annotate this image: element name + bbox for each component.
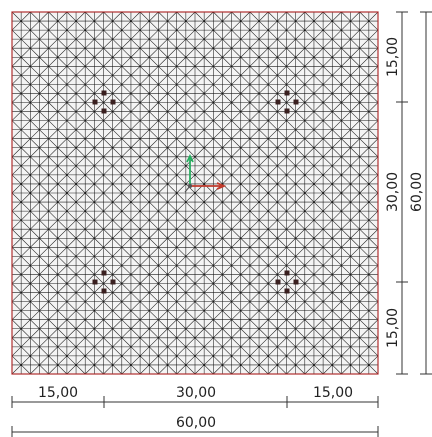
support-point	[101, 288, 107, 294]
support-point	[92, 99, 98, 105]
support-point	[101, 270, 107, 276]
support-point	[284, 270, 290, 276]
support-point	[110, 99, 116, 105]
support-node-icon	[92, 270, 116, 294]
bottom-dim-2: 30,00	[176, 385, 216, 401]
bottom-dim-total: 60,00	[176, 415, 216, 431]
right-dimension-chain: 15,00 30,00 15,00	[385, 11, 408, 375]
support-node-icon	[275, 90, 299, 114]
support-point	[293, 99, 299, 105]
right-total-dimension: 60,00	[409, 11, 432, 375]
axis-origin	[188, 184, 192, 188]
support-point	[284, 288, 290, 294]
right-dim-1: 15,00	[385, 37, 401, 77]
y-axis-arrowhead	[186, 153, 194, 163]
plate-edge	[11, 11, 379, 375]
support-point	[275, 99, 281, 105]
bottom-dim-1: 15,00	[38, 385, 78, 401]
mesh-element-lines	[11, 11, 379, 375]
support-point	[284, 90, 290, 96]
x-axis-arrowhead	[216, 182, 227, 190]
support-point	[293, 279, 299, 285]
support-point	[284, 108, 290, 114]
bottom-dimension-chain: 15,00 30,00 15,00	[11, 385, 379, 408]
bottom-total-dimension: 60,00	[11, 415, 379, 437]
support-point	[101, 108, 107, 114]
right-dim-3: 15,00	[385, 308, 401, 348]
support-point	[92, 279, 98, 285]
coordinate-axes-icon	[184, 153, 227, 193]
bottom-dim-3: 15,00	[313, 385, 353, 401]
support-nodes	[92, 90, 299, 294]
support-point	[110, 279, 116, 285]
support-point	[101, 90, 107, 96]
support-point	[275, 279, 281, 285]
support-node-icon	[92, 90, 116, 114]
right-dim-total: 60,00	[409, 172, 425, 212]
right-dim-2: 30,00	[385, 172, 401, 212]
support-node-icon	[275, 270, 299, 294]
triangular-mesh-plate	[11, 11, 379, 375]
